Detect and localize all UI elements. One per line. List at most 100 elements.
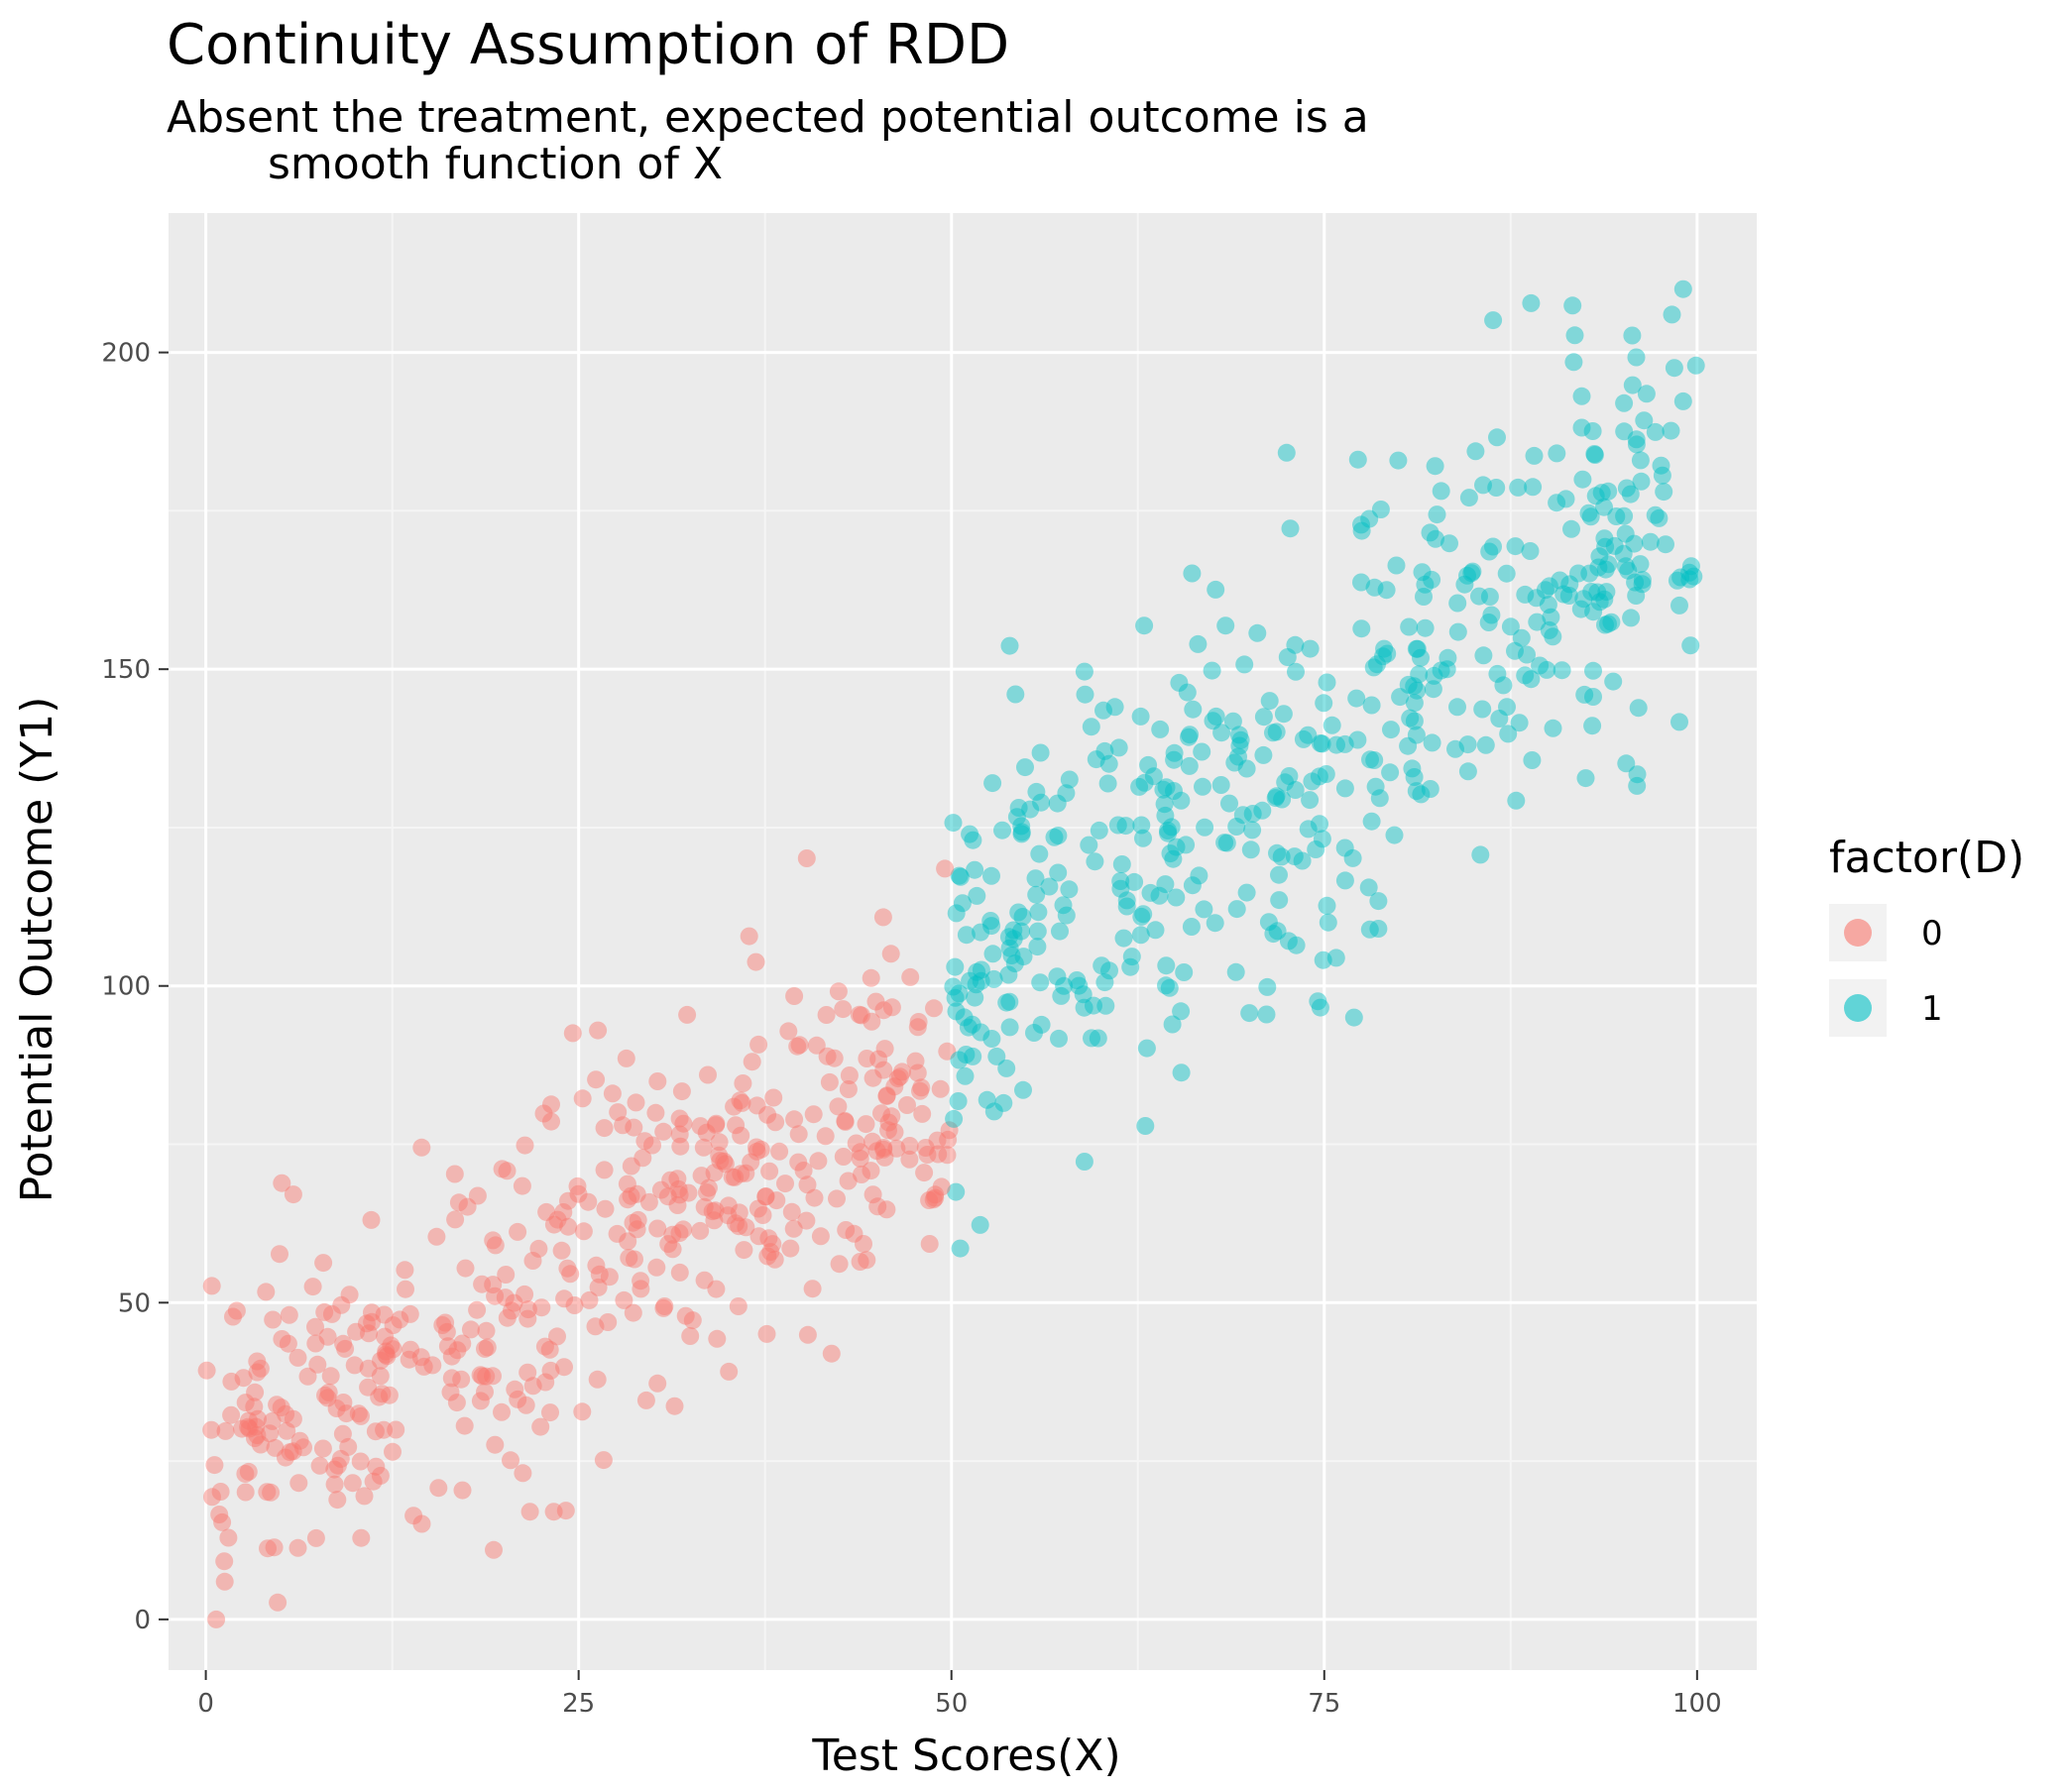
- data-point: [753, 1206, 772, 1224]
- data-point: [1665, 359, 1683, 378]
- data-point: [509, 1222, 527, 1241]
- data-point: [748, 1096, 766, 1115]
- data-point: [1012, 817, 1031, 836]
- data-point: [1584, 661, 1602, 680]
- data-point: [1622, 609, 1641, 627]
- data-point: [1615, 506, 1634, 525]
- data-point: [763, 1235, 782, 1254]
- data-point: [1680, 563, 1699, 582]
- data-point: [476, 1339, 494, 1358]
- data-point: [1335, 734, 1354, 753]
- data-point: [674, 1114, 693, 1133]
- data-point: [1243, 821, 1262, 840]
- data-point: [710, 1146, 729, 1165]
- data-point: [1407, 639, 1426, 658]
- data-point: [1132, 816, 1151, 835]
- data-point: [1301, 791, 1320, 810]
- data-point: [308, 1355, 327, 1374]
- data-point: [729, 1297, 748, 1315]
- data-point: [999, 965, 1018, 984]
- data-point: [239, 1411, 258, 1430]
- data-point: [246, 1383, 265, 1401]
- data-point: [624, 1303, 642, 1322]
- data-point: [915, 1164, 934, 1182]
- data-point: [559, 1217, 578, 1236]
- data-point: [306, 1334, 325, 1353]
- data-point: [1150, 886, 1169, 905]
- data-point: [540, 1340, 559, 1359]
- data-point: [327, 1399, 346, 1417]
- data-point: [670, 1224, 689, 1243]
- data-point: [678, 1005, 697, 1024]
- data-point: [1114, 929, 1133, 948]
- data-point: [797, 849, 816, 867]
- data-point: [1167, 888, 1186, 907]
- data-point: [874, 1139, 893, 1157]
- data-point: [857, 1115, 875, 1134]
- data-point: [732, 1126, 750, 1145]
- data-point: [947, 1002, 966, 1021]
- data-point: [535, 1337, 554, 1356]
- legend-swatch-1: [1844, 994, 1872, 1022]
- data-point: [1122, 948, 1141, 966]
- data-point: [442, 1369, 461, 1388]
- data-point: [1193, 742, 1211, 761]
- data-point: [1572, 418, 1591, 437]
- data-point: [556, 1502, 575, 1520]
- x-tick-label: 100: [1672, 1689, 1722, 1719]
- data-point: [284, 1409, 302, 1428]
- data-point: [1391, 688, 1410, 707]
- data-point: [248, 1352, 267, 1371]
- data-point: [1048, 967, 1067, 986]
- data-point: [1167, 838, 1186, 856]
- data-point: [1087, 750, 1105, 769]
- data-point: [1319, 913, 1337, 932]
- data-point: [1635, 411, 1654, 430]
- x-axis-title: Test Scores(X): [811, 1731, 1120, 1781]
- data-point: [1211, 776, 1230, 794]
- data-point: [1646, 422, 1665, 441]
- data-point: [798, 1325, 817, 1344]
- data-point: [1070, 976, 1089, 995]
- data-point: [1448, 622, 1467, 641]
- data-point: [1287, 936, 1306, 954]
- data-point: [944, 977, 963, 996]
- data-point: [875, 1040, 894, 1059]
- data-point: [908, 1063, 927, 1082]
- data-point: [1277, 443, 1296, 462]
- data-point: [1112, 855, 1131, 873]
- data-point: [1068, 971, 1087, 989]
- data-point: [1596, 616, 1614, 634]
- data-point: [281, 1443, 299, 1462]
- data-point: [1000, 939, 1019, 957]
- data-point: [1163, 1015, 1182, 1034]
- data-point: [1207, 707, 1225, 726]
- data-point: [1627, 430, 1646, 449]
- data-point: [1360, 920, 1379, 939]
- data-point: [360, 1324, 378, 1343]
- data-point: [834, 1000, 853, 1019]
- data-point: [1361, 750, 1379, 769]
- data-point: [751, 1140, 770, 1159]
- data-point: [863, 1068, 882, 1087]
- data-point: [949, 1092, 968, 1110]
- data-point: [767, 1191, 786, 1210]
- data-point: [967, 975, 985, 994]
- data-point: [968, 886, 986, 905]
- data-point: [1399, 675, 1418, 694]
- data-point: [423, 1356, 442, 1375]
- data-point: [920, 1191, 939, 1209]
- data-point: [1000, 1018, 1019, 1037]
- data-point: [725, 1097, 744, 1116]
- data-point: [983, 945, 1002, 963]
- data-point: [548, 1327, 566, 1346]
- data-point: [554, 1203, 573, 1221]
- data-point: [1407, 782, 1426, 801]
- data-point: [1203, 661, 1221, 680]
- data-point: [757, 1324, 776, 1343]
- data-point: [402, 1340, 420, 1359]
- data-point: [1287, 662, 1305, 681]
- data-point: [1369, 920, 1388, 938]
- data-point: [648, 1374, 667, 1393]
- data-point: [1285, 847, 1304, 866]
